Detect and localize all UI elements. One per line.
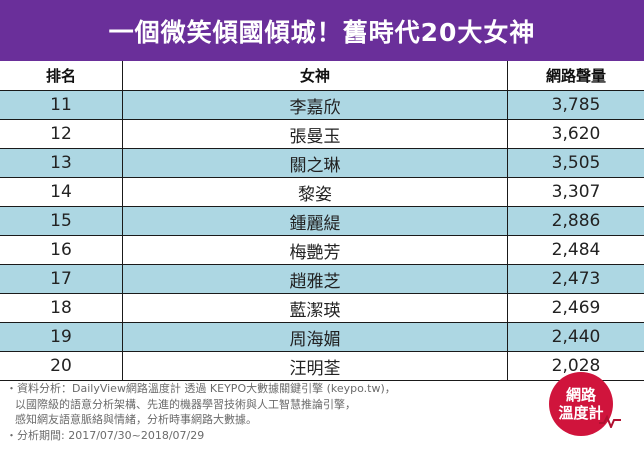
dailyview-logo: 網路 溫度計	[549, 372, 621, 436]
rank-cell: 18	[50, 298, 72, 318]
ranking-table: 排名 女神 網路聲量 11 李嘉欣 3,785 12 張曼玉 3,620 13 關之琳 3,50…	[0, 61, 644, 381]
volume-cell: 3,620	[551, 124, 601, 144]
data-source-note: ・資料分析：DailyView網路溫度計 透過 KEYPO大數據關鍵引擎 (ke…	[6, 381, 536, 443]
footer-line-period: ・分析期間: 2017/07/30~2018/07/29	[6, 428, 205, 442]
table-row: 11 李嘉欣 3,785	[0, 91, 644, 120]
table-row: 19 周海媚 2,440	[0, 323, 644, 352]
title-banner: 一個微笑傾國傾城！舊時代20大女神	[0, 0, 644, 61]
name-cell: 鍾麗緹	[122, 207, 508, 235]
rank-cell: 12	[50, 124, 72, 144]
table-row: 12 張曼玉 3,620	[0, 120, 644, 149]
rank-cell: 16	[50, 240, 72, 260]
rank-cell: 17	[50, 269, 72, 289]
name-cell: 周海媚	[122, 323, 508, 351]
logo-text-line1: 網路	[565, 386, 596, 404]
table-row: 15 鍾麗緹 2,886	[0, 207, 644, 236]
name-cell: 張曼玉	[122, 120, 508, 148]
name-cell: 汪明荃	[122, 352, 508, 380]
table-row: 17 趙雅芝 2,473	[0, 265, 644, 294]
volume-cell: 2,028	[551, 356, 601, 376]
footer-line-analysis: 感知網友語意脈絡與情緒，分析時事網路大數據。	[15, 413, 257, 426]
logo-text-line2: 溫度計	[558, 404, 604, 422]
volume-cell: 2,469	[551, 298, 601, 318]
page-title: 一個微笑傾國傾城！舊時代20大女神	[108, 17, 536, 47]
volume-cell: 3,505	[551, 153, 601, 173]
name-cell: 黎姿	[122, 178, 508, 206]
name-cell: 藍潔瑛	[122, 294, 508, 322]
volume-cell: 2,484	[551, 240, 601, 260]
table-row: 13 關之琳 3,505	[0, 149, 644, 178]
table-row: 20 汪明荃 2,028	[0, 352, 644, 381]
rank-cell: 11	[50, 95, 72, 115]
rank-cell: 15	[50, 211, 72, 231]
pulse-wave-icon	[599, 414, 621, 428]
rank-cell: 19	[50, 327, 72, 347]
footer-line-method: 以國際級的語意分析架構、先進的機器學習技術與人工智慧推論引擎，	[15, 397, 356, 411]
name-cell: 李嘉欣	[122, 91, 508, 119]
name-cell: 關之琳	[122, 149, 508, 177]
rank-cell: 20	[50, 356, 72, 376]
name-cell: 趙雅芝	[122, 265, 508, 293]
table-row: 16 梅艷芳 2,484	[0, 236, 644, 265]
volume-cell: 3,307	[551, 182, 601, 202]
volume-cell: 2,886	[551, 211, 601, 231]
footer-line-source: ・資料分析：DailyView網路溫度計 透過 KEYPO大數據關鍵引擎 (ke…	[6, 382, 396, 395]
volume-cell: 3,785	[551, 95, 601, 115]
volume-cell: 2,473	[551, 269, 601, 289]
column-header-rank: 排名	[45, 67, 76, 85]
name-cell: 梅艷芳	[122, 236, 508, 264]
column-header-volume: 網路聲量	[545, 67, 606, 85]
volume-cell: 2,440	[551, 327, 601, 347]
rank-cell: 14	[50, 182, 72, 202]
rank-cell: 13	[50, 153, 72, 173]
column-header-name: 女神	[122, 61, 508, 90]
table-row: 18 藍潔瑛 2,469	[0, 294, 644, 323]
table-header-row: 排名 女神 網路聲量	[0, 61, 644, 91]
table-row: 14 黎姿 3,307	[0, 178, 644, 207]
